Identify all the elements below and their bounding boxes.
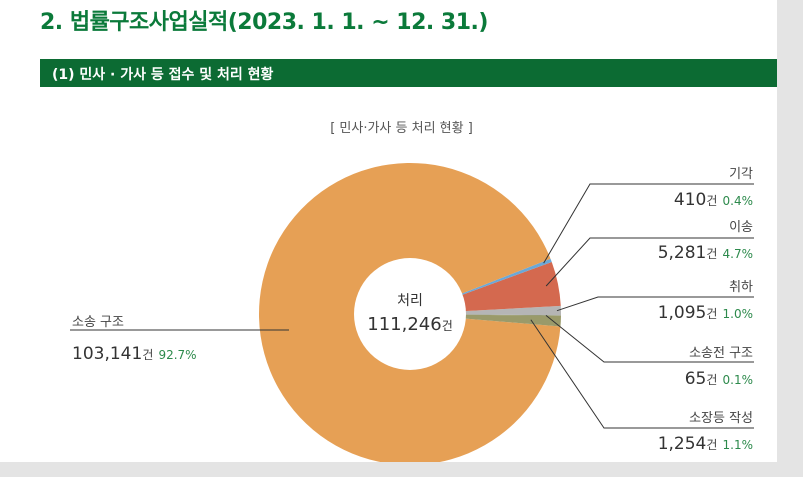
chart-title: [ 민사·가사 등 처리 현황 ]: [330, 121, 473, 136]
label-gigak: 기각 410건 0.4%: [674, 163, 753, 210]
slice-percent: 0.1%: [722, 373, 754, 387]
donut-chart: [70, 163, 754, 462]
subsection-header-bar: (1) 민사 · 가사 등 접수 및 처리 현황: [40, 59, 777, 87]
subsection-title: (1) 민사 · 가사 등 접수 및 처리 현황: [52, 67, 274, 83]
slice-percent: 4.7%: [722, 247, 754, 261]
slice-unit: 건: [706, 373, 718, 387]
slice-name: 기각: [729, 167, 753, 182]
slice-unit: 건: [706, 307, 718, 321]
slice-value: 5,281: [657, 243, 707, 263]
label-sojangdeung-jakseong: 소장등 작성 1,254건 1.1%: [658, 407, 753, 454]
center-total: 111,246: [367, 314, 442, 335]
label-soso-gujo: 소송 구조 103,141건 92.7%: [72, 311, 197, 364]
slice-percent: 1.1%: [722, 438, 754, 452]
center-unit: 건: [441, 319, 453, 333]
leader-lines: [70, 183, 754, 429]
leader-line-isong: [545, 237, 754, 287]
slice-name: 소장등 작성: [689, 411, 753, 426]
page-edge-bottom: [0, 462, 803, 477]
slice-value: 1,254: [657, 434, 707, 454]
report-page: 2. 법률구조사업실적(2023. 1. 1. ~ 12. 31.) (1) 민…: [0, 0, 777, 462]
slice-unit: 건: [706, 247, 718, 261]
slice-value: 103,141: [72, 344, 143, 364]
label-chwiha: 취하 1,095건 1.0%: [658, 276, 753, 323]
slice-name: 소송전 구조: [689, 346, 753, 361]
donut-hole: [354, 258, 466, 370]
leader-line-chwiha: [556, 296, 754, 312]
center-label: 처리: [397, 293, 423, 309]
slice-value: 1,095: [657, 303, 707, 323]
section-title: 2. 법률구조사업실적(2023. 1. 1. ~ 12. 31.): [40, 10, 488, 35]
slice-name: 이송: [729, 220, 753, 235]
leader-line-gigak: [543, 183, 754, 264]
slice-value: 65: [684, 369, 707, 389]
leader-line-sosongjeon-gujo: [545, 314, 754, 363]
slice-unit: 건: [142, 348, 154, 362]
leader-line-sojangdeung-jakseong: [530, 319, 754, 429]
slice-percent: 1.0%: [722, 307, 754, 321]
label-sosongjeon-gujo: 소송전 구조 65건 0.1%: [685, 342, 753, 389]
slice-name: 취하: [729, 280, 753, 295]
label-isong: 이송 5,281건 4.7%: [658, 216, 753, 263]
slice-percent: 92.7%: [158, 348, 197, 362]
slice-unit: 건: [706, 438, 718, 452]
slice-unit: 건: [706, 194, 718, 208]
slice-name: 소송 구조: [72, 315, 124, 330]
center-caption: 처리 111,246건: [330, 290, 490, 335]
slice-percent: 0.4%: [722, 194, 754, 208]
page-edge-right: [777, 0, 803, 477]
slice-value: 410: [673, 190, 707, 210]
